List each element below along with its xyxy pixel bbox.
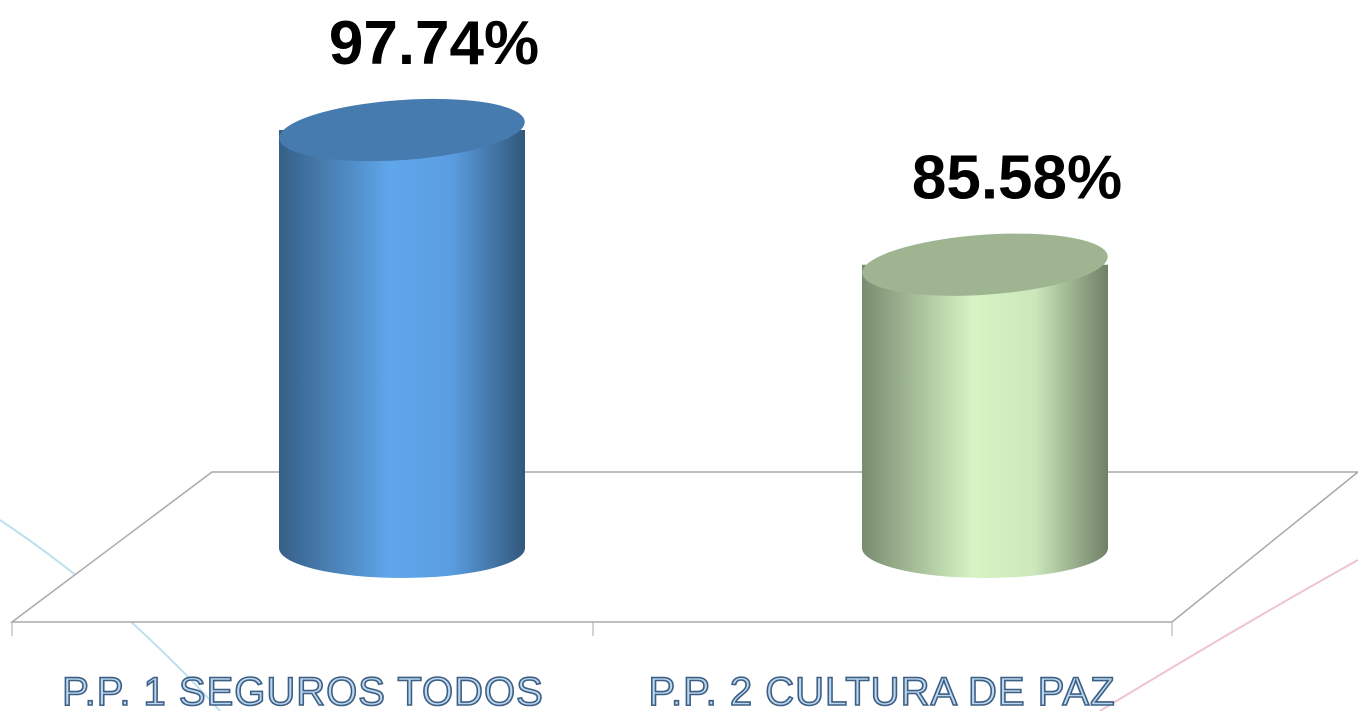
floor [9, 471, 1358, 623]
x-tick-label: P.P. 1 SEGUROS TODOS [62, 670, 544, 711]
decor-curve [1099, 559, 1358, 711]
cylinder-body [279, 130, 525, 578]
value-label: 97.74% [329, 9, 539, 78]
cylinder-top [862, 233, 1108, 296]
value-label: 85.58% [912, 144, 1122, 213]
x-tick-label: P.P. 2 CULTURA DE PAZ [648, 670, 1115, 711]
cylinder-body [862, 264, 1108, 578]
cylinder-top [279, 98, 525, 162]
